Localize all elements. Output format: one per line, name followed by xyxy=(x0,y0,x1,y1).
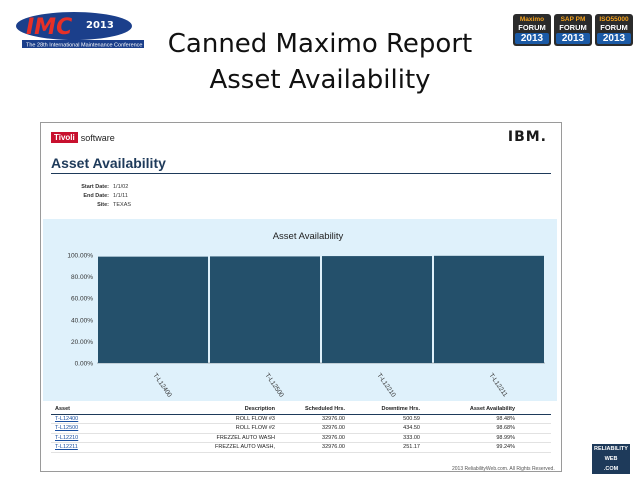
title-divider xyxy=(51,173,551,174)
asset-table: Asset Description Scheduled Hrs. Downtim… xyxy=(51,405,551,453)
asset-link[interactable]: T-L12400 xyxy=(55,415,79,422)
cell-availability: 98.99% xyxy=(496,434,515,441)
cell-description: FREZZEL AUTO WASH, xyxy=(215,444,275,450)
cell-description: ROLL FLOW #3 xyxy=(235,415,275,422)
y-tick-label: 80.00% xyxy=(71,274,93,281)
slide-title-line2: Asset Availability xyxy=(209,65,431,95)
badge-year: 2013 xyxy=(515,33,549,44)
param-label: Start Date: xyxy=(81,184,109,190)
y-tick-label: 0.00% xyxy=(75,361,94,368)
logo-line: .COM xyxy=(603,466,619,472)
iso55000-forum-badge: ISO55000 FORUM 2013 xyxy=(595,14,633,46)
tivoli-suffix: software xyxy=(80,132,115,143)
col-asset: Asset xyxy=(55,406,70,412)
bar xyxy=(210,256,320,363)
chart-title: Asset Availability xyxy=(273,231,344,242)
reliabilityweb-logo: RELIABILITY WEB .COM xyxy=(592,444,630,474)
param-label: Site: xyxy=(97,202,109,208)
asset-link[interactable]: T-L12210 xyxy=(55,434,79,441)
col-downtime-hrs: Downtime Hrs. xyxy=(381,406,420,412)
param-value: TEXAS xyxy=(113,202,132,208)
copyright-text: 2013 ReliabilityWeb.com. All Rights Rese… xyxy=(452,466,555,472)
bar xyxy=(434,255,544,363)
maximo-forum-badge: Maximo FORUM 2013 xyxy=(513,14,551,46)
cell-scheduled: 32976.00 xyxy=(322,425,345,431)
param-end-date: End Date: 1/1/11 xyxy=(51,192,131,201)
col-scheduled-hrs: Scheduled Hrs. xyxy=(304,406,345,412)
param-start-date: Start Date: 1/1/02 xyxy=(51,183,131,192)
badge-year: 2013 xyxy=(597,33,631,44)
cell-downtime: 251.17 xyxy=(403,444,420,450)
cell-availability: 98.68% xyxy=(496,425,515,431)
param-label: End Date: xyxy=(83,193,109,199)
cell-downtime: 434.50 xyxy=(403,425,420,431)
asset-link[interactable]: T-L12211 xyxy=(55,444,78,450)
badge-top: Maximo xyxy=(519,16,545,23)
report-title: Asset Availability xyxy=(51,155,166,171)
badge-year: 2013 xyxy=(556,33,590,44)
ibm-logo: IBM. xyxy=(507,129,547,145)
badge-top: ISO55000 xyxy=(599,16,629,23)
cell-downtime: 333.00 xyxy=(403,434,420,441)
col-description: Description xyxy=(244,406,275,412)
bar xyxy=(98,256,208,363)
badge-mid: FORUM xyxy=(600,23,628,32)
tivoli-software-logo: Tivoli software xyxy=(51,131,115,144)
forum-badges: Maximo FORUM 2013 SAP PM FORUM 2013 ISO5… xyxy=(513,14,633,46)
imc-logo-text: IMC xyxy=(26,15,72,40)
asset-link[interactable]: T-L12500 xyxy=(55,425,79,431)
param-value: 1/1/11 xyxy=(113,193,128,199)
param-site: Site: TEXAS xyxy=(51,201,131,210)
param-value: 1/1/02 xyxy=(113,184,129,190)
cell-downtime: 500.59 xyxy=(403,415,420,422)
table-row: T-L12211 FREZZEL AUTO WASH, 32976.00 251… xyxy=(51,443,551,453)
badge-top: SAP PM xyxy=(560,16,586,23)
table-row: T-L12210 FREZZEL AUTO WASH 32976.00 333.… xyxy=(51,434,551,443)
col-availability: Asset Availability xyxy=(469,406,515,412)
bar xyxy=(322,256,432,363)
slide-title-line1: Canned Maximo Report xyxy=(167,29,473,59)
imc-logo-tagline: The 28th International Maintenance Confe… xyxy=(26,43,143,49)
tivoli-mark: Tivoli xyxy=(51,132,78,143)
cell-description: ROLL FLOW #2 xyxy=(235,425,275,431)
sap-pm-forum-badge: SAP PM FORUM 2013 xyxy=(554,14,592,46)
y-tick-label: 40.00% xyxy=(71,317,93,324)
logo-line: WEB xyxy=(604,456,618,462)
slide-title: Canned Maximo Report Asset Availability xyxy=(140,26,500,98)
y-tick-label: 100.00% xyxy=(67,253,93,260)
y-tick-label: 60.00% xyxy=(71,296,93,303)
imc-logo-year: 2013 xyxy=(86,20,114,31)
cell-scheduled: 32976.00 xyxy=(322,434,345,441)
asset-availability-chart: Asset Availability 0.00% 20.00% 40.00% 60.00… xyxy=(43,219,557,401)
imc-2013-logo: IMC 2013 The 28th International Maintena… xyxy=(16,12,144,49)
cell-scheduled: 32976.00 xyxy=(322,444,345,450)
badge-mid: FORUM xyxy=(559,23,587,32)
table-row: T-L12400 ROLL FLOW #3 32976.00 500.59 98… xyxy=(51,415,551,424)
y-tick-label: 20.00% xyxy=(71,339,93,346)
logo-line: RELIABILITY xyxy=(594,446,628,452)
badge-mid: FORUM xyxy=(518,23,546,32)
report-screenshot: Tivoli software IBM. Asset Availability … xyxy=(40,122,562,472)
table-row: T-L12500 ROLL FLOW #2 32976.00 434.50 98… xyxy=(51,424,551,434)
cell-description: FREZZEL AUTO WASH xyxy=(216,434,275,441)
report-parameters: Start Date: 1/1/02 End Date: 1/1/11 Site… xyxy=(51,183,131,210)
cell-scheduled: 32976.00 xyxy=(322,415,345,422)
table-header: Asset Description Scheduled Hrs. Downtim… xyxy=(51,405,551,415)
cell-availability: 98.48% xyxy=(496,415,515,422)
cell-availability: 99.24% xyxy=(496,444,515,450)
